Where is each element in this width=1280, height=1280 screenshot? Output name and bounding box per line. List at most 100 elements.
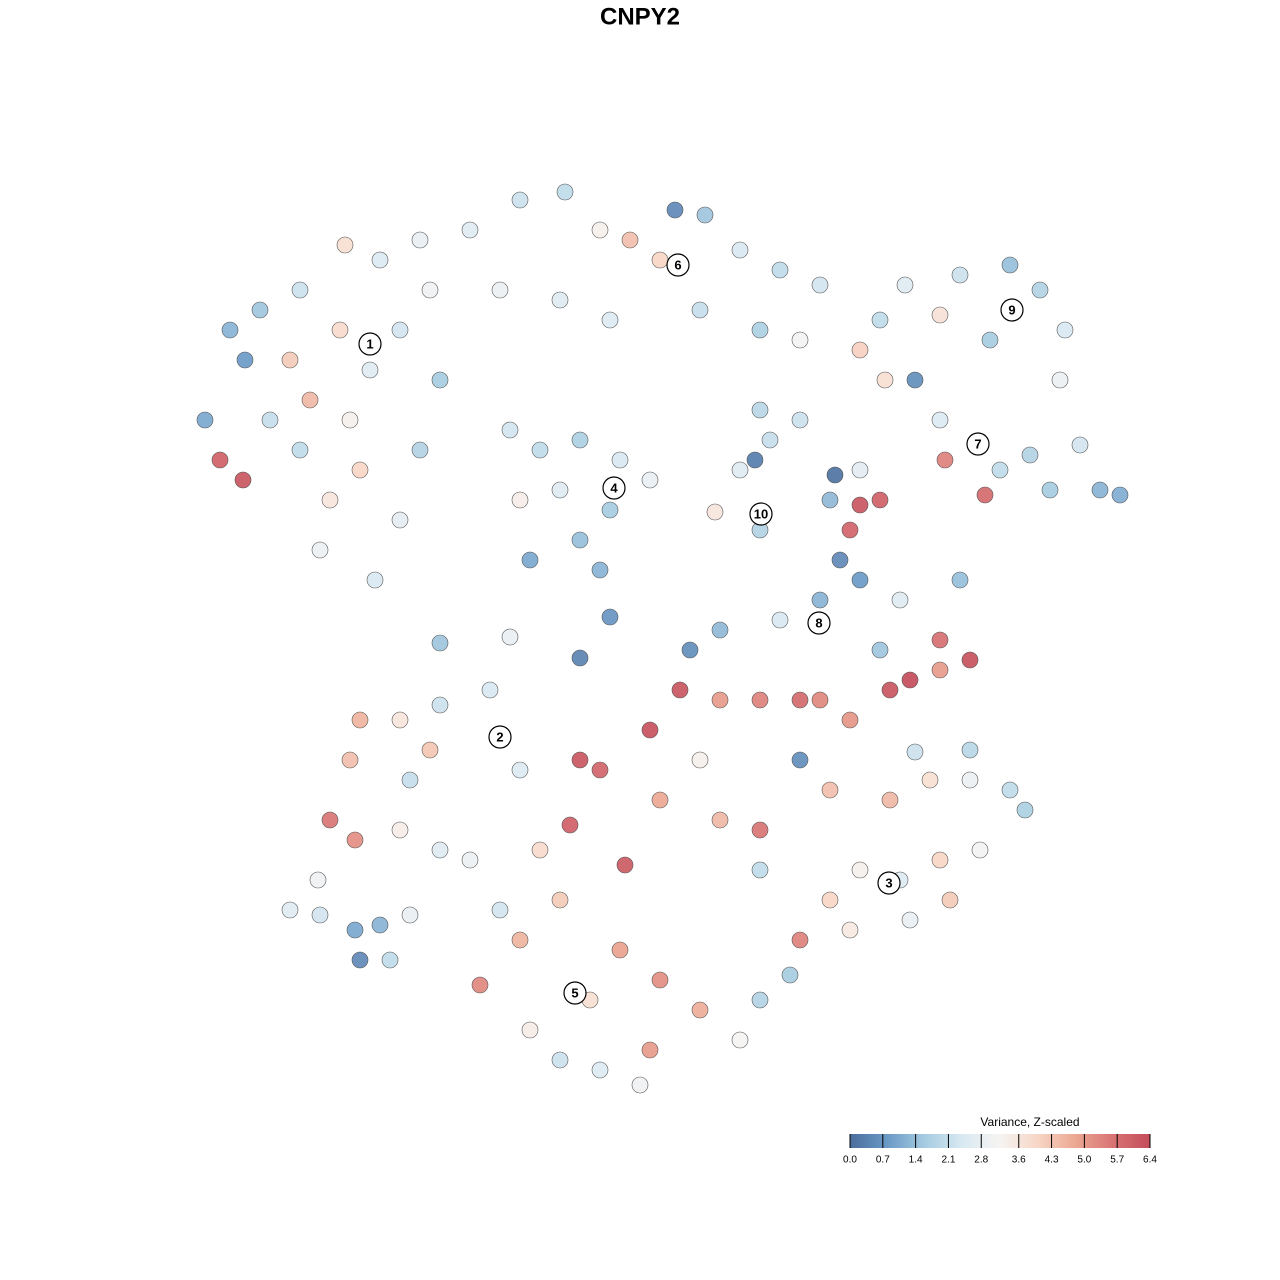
cell-point [651,251,669,269]
cell-point [551,891,569,909]
cell-point [361,361,379,379]
cell-point [309,871,327,889]
cell-point [311,541,329,559]
cell-point [351,711,369,729]
cell-point [411,441,429,459]
cell-point [346,921,364,939]
cluster-marker [602,476,626,500]
cell-point [901,671,919,689]
cell-point [906,371,924,389]
cell-point [281,901,299,919]
cell-point [591,761,609,779]
cell-point [391,321,409,339]
cell-point [351,461,369,479]
cell-point [666,201,684,219]
cell-point [791,411,809,429]
cluster-label: 3 [885,875,892,890]
cell-point [781,966,799,984]
cell-point [391,711,409,729]
cell-point [531,841,549,859]
cell-point [431,841,449,859]
cell-point [521,551,539,569]
cell-point [981,331,999,349]
cell-point [501,628,519,646]
cell-point [751,861,769,879]
cell-point [641,1041,659,1059]
cell-point [551,1051,569,1069]
cell-point [1016,801,1034,819]
cell-point [691,1001,709,1019]
cell-point [211,451,229,469]
cell-point [631,1076,649,1094]
cell-point [746,451,764,469]
cell-point [691,301,709,319]
cell-point [421,281,439,299]
cell-point [371,916,389,934]
cell-point [951,266,969,284]
cell-point [511,491,529,509]
cell-point [711,691,729,709]
cell-point [931,306,949,324]
cluster-marker [666,253,690,277]
cell-point [961,741,979,759]
cell-point [1021,446,1039,464]
cell-point [571,751,589,769]
cell-point [821,491,839,509]
cluster-label: 9 [1008,302,1015,317]
cell-point [591,561,609,579]
cell-point [751,991,769,1009]
cell-point [851,861,869,879]
cluster-label: 4 [610,480,618,495]
cell-point [511,761,529,779]
cell-point [391,511,409,529]
cell-point [551,481,569,499]
cell-point [931,661,949,679]
cell-point [601,311,619,329]
cell-point [331,321,349,339]
colorbar-tick-label: 2.1 [941,1155,955,1166]
cell-point [901,911,919,929]
cell-point [731,241,749,259]
cell-point [896,276,914,294]
cell-point [876,371,894,389]
cell-point [671,681,689,699]
cell-point [351,951,369,969]
cell-point [751,691,769,709]
cell-point [251,301,269,319]
cell-point [621,231,639,249]
colorbar [850,1134,1150,1148]
cell-point [731,461,749,479]
cell-point [196,411,214,429]
cell-point [1071,436,1089,454]
cluster-label: 8 [815,615,822,630]
cell-point [561,816,579,834]
colorbar-tick-label: 0.7 [876,1155,890,1166]
cell-point [961,771,979,789]
cell-point [851,496,869,514]
cell-point [851,461,869,479]
cell-point [921,771,939,789]
cell-point [511,191,529,209]
colorbar-tick-label: 5.0 [1077,1155,1091,1166]
cell-point [391,821,409,839]
cell-point [931,411,949,429]
cell-point [841,711,859,729]
cell-point [236,351,254,369]
cell-point [551,291,569,309]
cell-point [1041,481,1059,499]
cluster-label: 7 [974,436,981,451]
cell-point [601,608,619,626]
cell-point [696,206,714,224]
cell-point [751,401,769,419]
colorbar-title: Variance, Z-scaled [980,1115,1079,1129]
cell-point [291,441,309,459]
cluster-label: 10 [754,506,768,521]
cell-point [811,276,829,294]
cell-point [261,411,279,429]
cell-point [881,791,899,809]
cell-point [501,421,519,439]
cell-point [1111,486,1129,504]
cell-point [336,236,354,254]
cell-point [1031,281,1049,299]
